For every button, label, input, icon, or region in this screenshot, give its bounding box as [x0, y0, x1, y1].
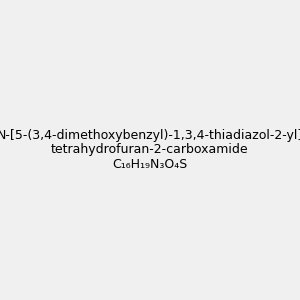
Text: N-[5-(3,4-dimethoxybenzyl)-1,3,4-thiadiazol-2-yl]
tetrahydrofuran-2-carboxamide
: N-[5-(3,4-dimethoxybenzyl)-1,3,4-thiadia… [0, 128, 300, 172]
